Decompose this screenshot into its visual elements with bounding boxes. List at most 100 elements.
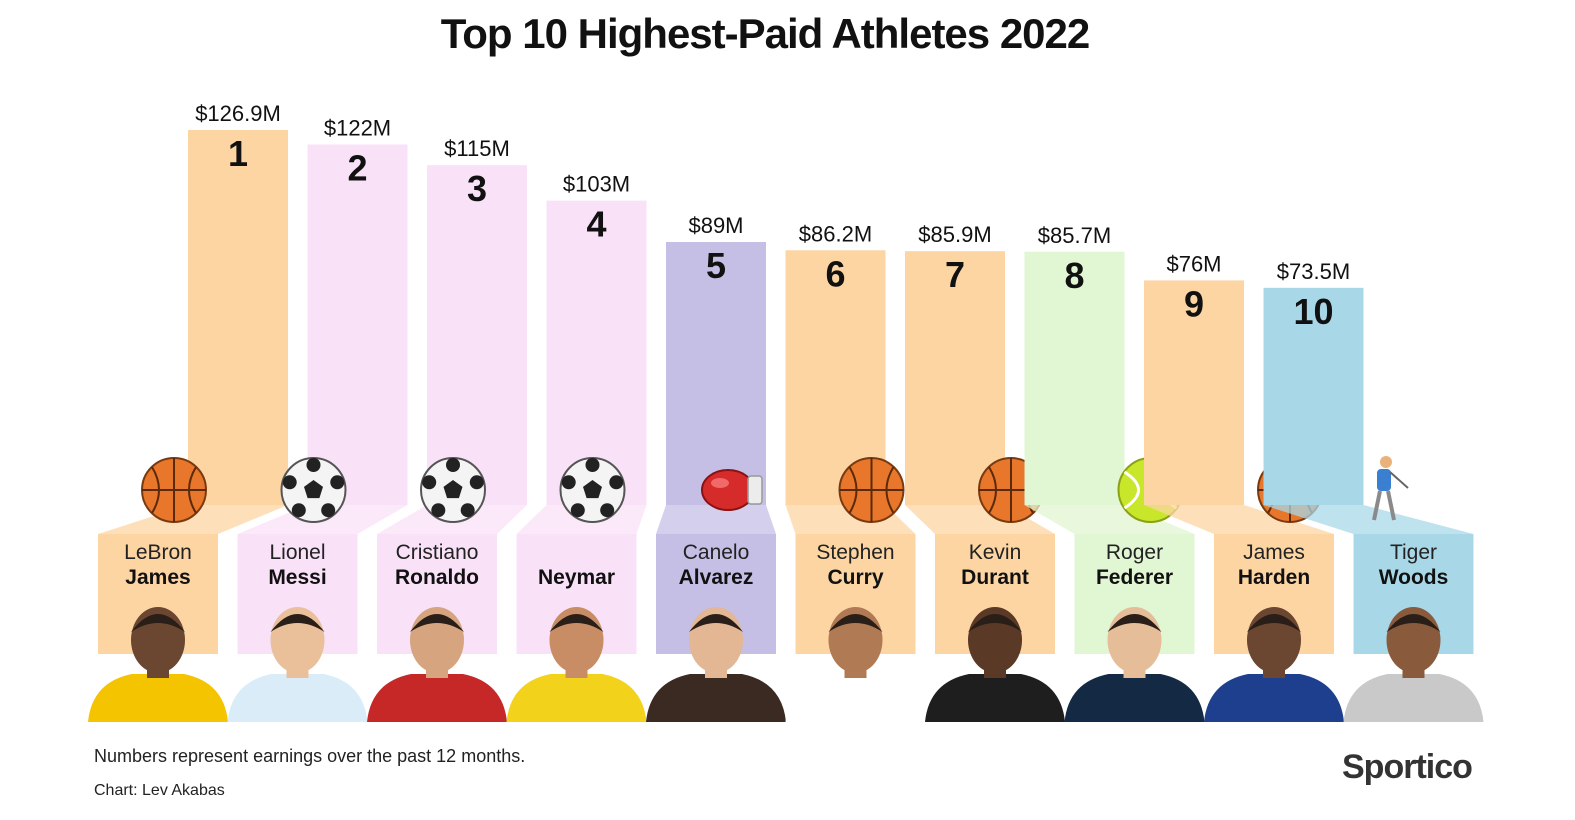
ball-patch xyxy=(600,503,615,518)
last-name: Harden xyxy=(1238,566,1310,589)
last-name: Federer xyxy=(1096,566,1173,589)
bar-connector xyxy=(1024,505,1195,534)
athlete-portrait xyxy=(646,607,786,722)
first-name: Roger xyxy=(1106,541,1163,564)
portrait-hair xyxy=(1107,614,1162,632)
golfer-leg xyxy=(1372,490,1382,521)
ball-patch xyxy=(306,458,321,472)
ball-patch xyxy=(583,480,602,499)
portrait-hair xyxy=(270,614,325,632)
last-name: Alvarez xyxy=(679,566,754,589)
first-name: Stephen xyxy=(816,541,894,564)
golf-club xyxy=(1389,471,1409,489)
athlete-portrait xyxy=(1343,607,1484,722)
rank-label: 4 xyxy=(586,204,606,245)
athlete-portrait xyxy=(925,607,1065,722)
bar xyxy=(1144,280,1244,505)
athlete-portrait xyxy=(785,607,926,722)
ball-patch xyxy=(609,475,624,490)
portrait-hair xyxy=(689,614,743,632)
chart-credit: Chart: Lev Akabas xyxy=(94,782,225,799)
bar xyxy=(427,165,527,506)
athlete-portrait xyxy=(88,607,228,722)
athlete-portrait xyxy=(227,607,368,722)
ball-patch xyxy=(460,503,475,518)
rank-label: 1 xyxy=(228,133,248,174)
bar xyxy=(1263,287,1364,505)
ball-patch xyxy=(446,458,460,472)
rank-label: 9 xyxy=(1184,283,1204,324)
value-label: $86.2M xyxy=(799,221,872,246)
ball-patch xyxy=(330,475,345,490)
bar xyxy=(905,251,1005,505)
portrait-shirt xyxy=(88,674,228,722)
seam xyxy=(151,466,160,514)
bar-connector xyxy=(1144,505,1334,534)
value-label: $115M xyxy=(444,136,510,161)
seam xyxy=(848,466,858,514)
seam xyxy=(1123,470,1140,510)
bar xyxy=(1024,251,1125,505)
athlete-portrait xyxy=(1064,607,1205,722)
basketball-icon xyxy=(141,457,207,523)
value-label: $89M xyxy=(688,213,743,238)
first-name: Tiger xyxy=(1390,541,1437,564)
portrait-shirt xyxy=(227,674,368,722)
portrait-shirt xyxy=(1064,674,1205,722)
ball-patch xyxy=(443,480,463,499)
rank-label: 3 xyxy=(467,168,487,209)
seam xyxy=(885,466,895,514)
ball-patch xyxy=(304,480,323,499)
value-label: $103M xyxy=(563,172,630,197)
boxing-glove-icon xyxy=(701,469,763,511)
athlete-group: $103M 4 Neymar xyxy=(506,172,647,722)
rank-label: 8 xyxy=(1064,255,1084,296)
seam xyxy=(988,466,997,514)
value-label: $85.7M xyxy=(1038,223,1111,248)
brand-logo: Sportico xyxy=(1342,748,1473,786)
soccer-ball-icon xyxy=(420,457,486,523)
portrait-shirt xyxy=(925,674,1065,722)
ball-patch xyxy=(570,503,585,518)
rank-label: 7 xyxy=(945,254,965,295)
rank-label: 10 xyxy=(1293,291,1333,332)
bar-connector xyxy=(1263,505,1474,534)
portrait-shirt xyxy=(506,674,647,722)
last-name: Ronaldo xyxy=(395,566,479,589)
seam xyxy=(188,466,197,514)
value-label: $122M xyxy=(324,115,391,140)
golfer-leg xyxy=(1386,490,1396,521)
ball-patch xyxy=(431,503,446,518)
portrait-hair xyxy=(549,614,604,632)
portrait-shirt xyxy=(367,674,507,722)
portrait-hair xyxy=(410,614,464,632)
last-name: Curry xyxy=(827,566,883,589)
golfer-icon xyxy=(1372,456,1409,521)
ball-patch xyxy=(469,475,484,490)
athlete-portrait xyxy=(367,607,507,722)
last-name: James xyxy=(125,566,190,589)
portrait-shirt xyxy=(646,674,786,722)
portrait-hair xyxy=(1386,614,1441,632)
rank-label: 5 xyxy=(706,245,726,286)
golfer-body xyxy=(1377,469,1391,491)
first-name: Cristiano xyxy=(396,541,479,564)
ball-patch xyxy=(291,503,306,518)
value-label: $76M xyxy=(1166,251,1221,276)
athlete-portrait xyxy=(1204,607,1344,722)
chart-title: Top 10 Highest-Paid Athletes 2022 xyxy=(440,10,1091,57)
footnote: Numbers represent earnings over the past… xyxy=(94,746,526,766)
bar xyxy=(307,144,408,506)
rank-label: 2 xyxy=(347,147,367,188)
portrait-hair xyxy=(968,614,1022,632)
glove-cuff xyxy=(747,475,763,505)
bar xyxy=(546,200,647,505)
bar xyxy=(188,130,288,505)
